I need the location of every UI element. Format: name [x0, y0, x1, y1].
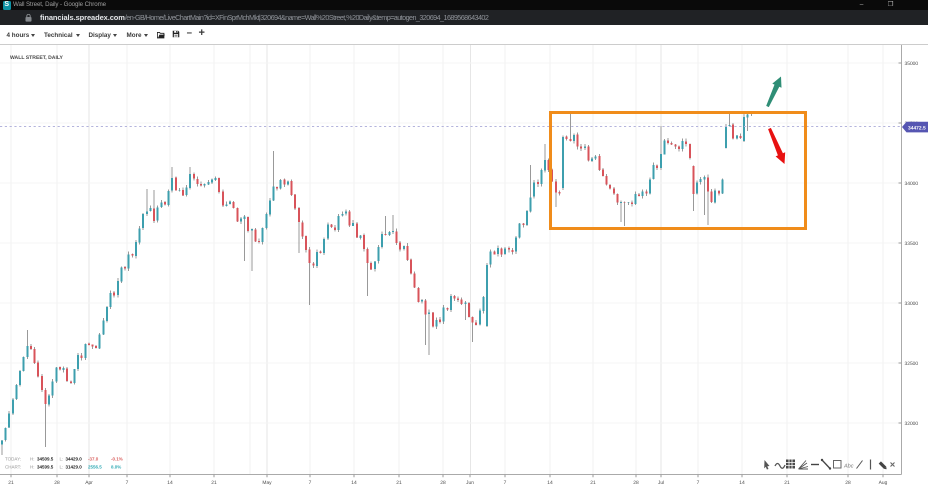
svg-text:28: 28 [54, 480, 60, 486]
svg-text:8.0%: 8.0% [111, 465, 121, 470]
svg-text:31429.0: 31429.0 [66, 465, 82, 470]
svg-text:34472.5: 34472.5 [908, 126, 926, 132]
svg-text:21: 21 [590, 480, 595, 486]
svg-text:34509.5: 34509.5 [37, 457, 53, 462]
svg-text:21: 21 [784, 480, 789, 486]
svg-text:TODAY:: TODAY: [5, 457, 21, 462]
svg-text:7: 7 [504, 480, 507, 486]
svg-text:Aug: Aug [879, 480, 888, 486]
svg-text:-0.1%: -0.1% [111, 457, 123, 462]
svg-text:34599.5: 34599.5 [37, 465, 53, 470]
svg-text:Jun: Jun [466, 480, 474, 486]
svg-text:21: 21 [8, 480, 13, 486]
svg-text:33500: 33500 [905, 241, 919, 247]
svg-text:May: May [262, 480, 271, 486]
svg-text:Abc: Abc [844, 463, 854, 469]
svg-text:H:: H: [30, 465, 35, 470]
svg-text:35000: 35000 [905, 61, 919, 67]
svg-text:7: 7 [309, 480, 312, 486]
svg-text:28: 28 [440, 480, 446, 486]
svg-text:14: 14 [739, 480, 745, 486]
svg-text:34429.0: 34429.0 [66, 457, 82, 462]
svg-text:28: 28 [633, 480, 639, 486]
svg-text:21: 21 [211, 480, 216, 486]
svg-text:WALL STREET, DAILY: WALL STREET, DAILY [10, 55, 63, 61]
svg-text:L:: L: [60, 465, 64, 470]
svg-text:L:: L: [60, 457, 64, 462]
svg-text:-37.0: -37.0 [88, 457, 98, 462]
svg-text:32500: 32500 [905, 361, 919, 367]
svg-text:CHART:: CHART: [5, 465, 21, 470]
svg-text:7: 7 [126, 480, 129, 486]
svg-text:14: 14 [547, 480, 553, 486]
svg-text:7: 7 [697, 480, 700, 486]
svg-text:Jul: Jul [658, 480, 664, 486]
svg-text:14: 14 [167, 480, 173, 486]
svg-text:34000: 34000 [905, 181, 919, 187]
svg-text:33000: 33000 [905, 301, 919, 307]
svg-text:28: 28 [845, 480, 851, 486]
svg-text:32000: 32000 [905, 421, 919, 427]
svg-text:14: 14 [351, 480, 357, 486]
svg-text:21: 21 [396, 480, 401, 486]
svg-text:2556.5: 2556.5 [88, 465, 102, 470]
svg-text:H:: H: [30, 457, 35, 462]
svg-text:Apr: Apr [85, 480, 93, 486]
